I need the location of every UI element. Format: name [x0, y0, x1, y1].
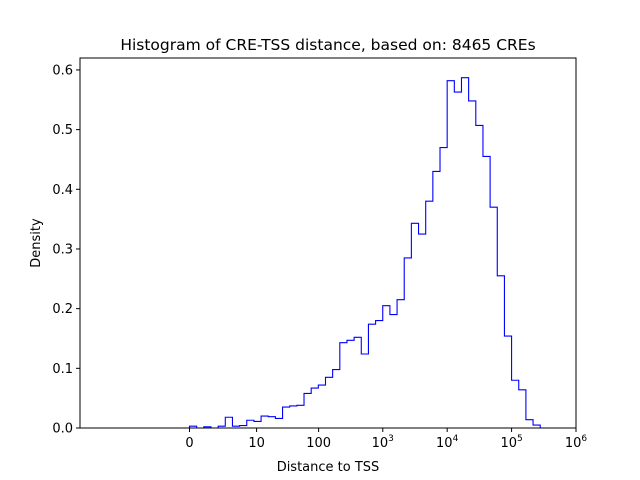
histogram-steps: [188, 77, 576, 429]
y-axis: 0.0 0.1 0.2 0.3 0.4 0.5 0.6: [52, 63, 80, 437]
x-tick-label: 106: [565, 434, 588, 451]
histogram-step-line: [188, 77, 576, 429]
y-tick-label: 0.6: [52, 63, 73, 78]
y-tick-label: 0.4: [52, 183, 73, 198]
x-tick-label: 10: [248, 436, 265, 451]
x-tick-label: 103: [372, 434, 394, 451]
x-axis-label: Distance to TSS: [277, 460, 380, 475]
y-axis-label: Density: [29, 218, 44, 268]
y-tick-label: 0.5: [52, 123, 73, 138]
chart-title: Histogram of CRE-TSS distance, based on:…: [120, 36, 535, 54]
x-tick-label: 0: [185, 436, 193, 451]
y-tick-label: 0.3: [52, 242, 73, 257]
y-tick-label: 0.0: [52, 422, 73, 437]
y-tick-label: 0.1: [52, 362, 73, 377]
x-axis: 0 10 100 103 104 105 106: [185, 428, 587, 451]
x-tick-label: 100: [306, 436, 331, 451]
plot-frame: [79, 57, 577, 429]
y-tick-label: 0.2: [52, 302, 73, 317]
x-tick-label: 105: [500, 434, 522, 451]
x-tick-label: 104: [436, 434, 459, 451]
